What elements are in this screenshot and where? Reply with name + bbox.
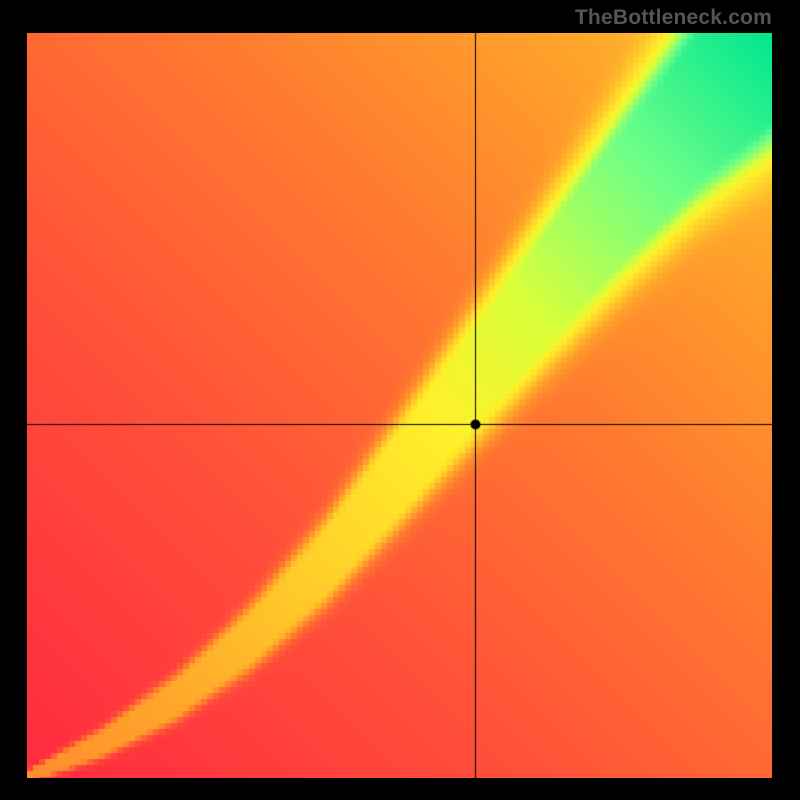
watermark-text: TheBottleneck.com	[575, 6, 772, 30]
heatmap-canvas	[27, 33, 772, 778]
chart-root: TheBottleneck.com	[0, 0, 800, 800]
